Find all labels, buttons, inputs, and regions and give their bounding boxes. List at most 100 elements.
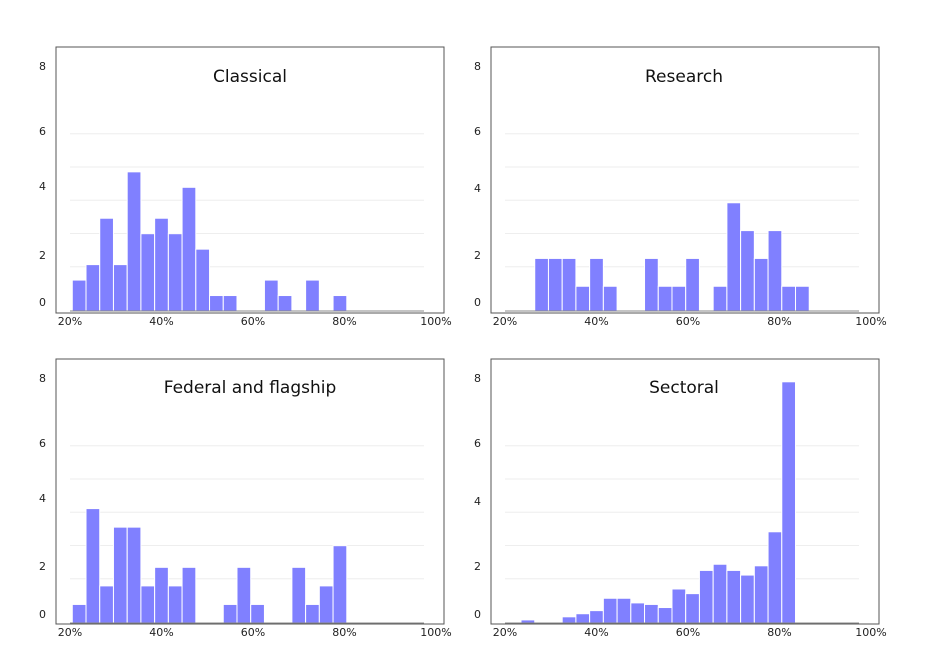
histogram-bar [740,230,755,312]
y-tick-label: 6 [474,437,481,450]
histogram-bar [112,526,128,624]
x-tick-label: 100% [855,626,886,639]
histogram-bar [332,545,348,624]
y-tick-label: 4 [474,182,481,195]
plot-frame [490,358,880,625]
histogram-bar [657,607,673,624]
histogram-bar [222,603,238,624]
chart-panel-3: 20% 40% 60% 80% 100% 0 2 4 6 8 Federal and flagshi… [39,358,452,639]
histogram-bar [740,574,755,624]
y-tick-label: 2 [39,560,46,573]
x-tick-label: 60% [676,626,700,639]
chart-panel-1: 20% 40% 60% 80% 100% 0 2 4 6 8 Classical [39,46,452,328]
plot-frame [55,358,445,625]
y-tick-label: 4 [474,495,481,508]
x-tick-label: 100% [855,315,886,328]
histogram-bar [154,566,169,624]
histogram-bar [318,585,334,624]
x-tick-label: 80% [332,315,356,328]
y-tick-label: 2 [474,249,481,262]
histogram-bar [644,603,659,624]
histogram-bar [195,248,211,312]
histogram-bar [726,202,742,312]
y-tick-label: 4 [39,180,46,193]
x-tick-label: 20% [58,315,82,328]
histogram-bar [795,285,810,312]
histogram-bar [630,602,646,624]
chart-title: Research [645,67,723,87]
histogram-bar [305,279,320,312]
histogram-bar [112,264,128,312]
histogram-bar [99,217,114,312]
histogram-bar [698,569,714,624]
histogram-bar [671,588,687,624]
x-tick-label: 80% [767,315,791,328]
x-tick-label: 40% [584,315,608,328]
histogram-bar [126,171,142,312]
histogram-bar [575,613,591,624]
histogram-bar [534,257,549,312]
histogram-bar [140,585,156,624]
histogram-bar [167,233,183,312]
chart-panel-4: 20% 40% 60% 80% 100% 0 2 4 6 8 Sectoral [474,358,887,639]
x-tick-label: 20% [493,626,517,639]
y-tick-label: 6 [39,125,46,138]
x-tick-label: 40% [149,626,173,639]
x-tick-label: 80% [332,626,356,639]
chart-panel-2: 20% 40% 60% 80% 100% 0 2 4 6 8 Research [474,46,887,328]
x-tick-label: 100% [420,626,451,639]
histogram-bar [685,593,700,624]
histogram-bar [250,603,265,624]
histogram-bar [305,603,320,624]
histogram-bar [602,597,618,624]
x-tick-label: 20% [493,315,517,328]
histogram-bar [726,569,742,624]
histogram-bar [263,279,279,312]
histogram-bar [140,233,156,312]
histogram-bar [181,566,197,624]
x-tick-label: 80% [767,626,791,639]
histogram-bar [332,295,348,312]
histogram-bar [547,257,563,312]
y-tick-label: 2 [474,560,481,573]
histogram-bar [167,585,183,624]
histogram-bar [671,285,687,312]
chart-title: Federal and flagship [164,378,337,398]
histogram-bar [589,610,604,624]
histogram-bar [85,264,101,312]
histogram-bar [767,531,783,624]
x-tick-label: 60% [676,315,700,328]
y-tick-label: 2 [39,249,46,262]
x-tick-label: 100% [420,315,451,328]
histogram-bar [602,285,618,312]
histogram-bar [561,257,577,312]
histogram-bar [126,526,142,624]
y-tick-label: 8 [39,60,46,73]
histogram-bar [685,257,700,312]
histogram-bar [712,285,728,312]
histogram-bar [561,616,577,624]
y-tick-label: 6 [39,437,46,450]
x-tick-label: 40% [149,315,173,328]
histogram-bar [99,585,114,624]
x-tick-label: 40% [584,626,608,639]
histogram-bar [712,563,728,624]
plot-frame [490,46,880,314]
histogram-bar [767,230,783,312]
histogram-bar [236,566,252,624]
histogram-bar [781,381,797,624]
y-tick-label: 6 [474,125,481,138]
y-tick-label: 0 [474,296,481,309]
histogram-bar [589,257,604,312]
histogram-bar [753,257,769,312]
histogram-bar [644,257,659,312]
chart-title: Classical [213,67,287,87]
histogram-bar [575,285,591,312]
y-tick-label: 8 [474,372,481,385]
y-tick-label: 0 [39,296,46,309]
histogram-bar [71,603,87,624]
y-tick-label: 0 [474,608,481,621]
histogram-bar [71,279,87,312]
x-tick-label: 60% [241,315,265,328]
